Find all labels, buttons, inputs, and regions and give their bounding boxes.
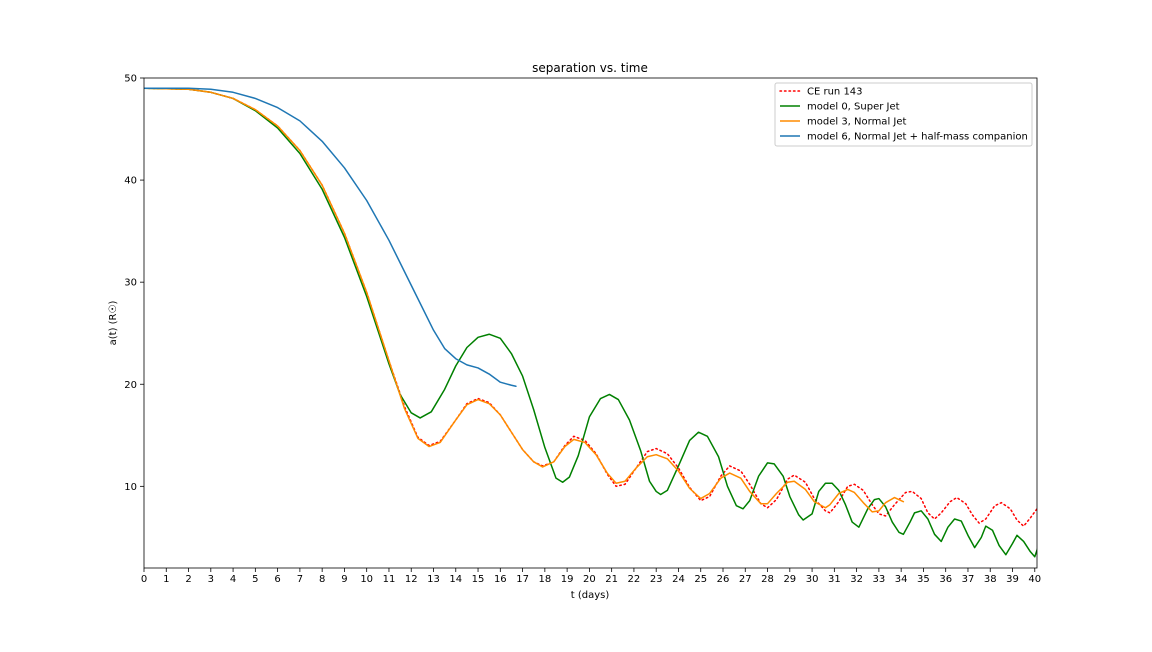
x-tick-label: 13 bbox=[427, 574, 440, 585]
chart-title: separation vs. time bbox=[532, 61, 648, 75]
x-tick-label: 4 bbox=[230, 574, 236, 585]
x-tick-label: 3 bbox=[208, 574, 214, 585]
x-tick-label: 19 bbox=[561, 574, 574, 585]
y-tick-label: 30 bbox=[124, 278, 137, 289]
x-tick-label: 1 bbox=[163, 574, 169, 585]
x-tick-label: 15 bbox=[472, 574, 485, 585]
y-tick-label: 40 bbox=[124, 176, 137, 187]
x-tick-label: 21 bbox=[605, 574, 618, 585]
y-tick-label: 10 bbox=[124, 482, 137, 493]
legend-label-2: model 3, Normal Jet bbox=[807, 117, 906, 128]
x-tick-label: 18 bbox=[538, 574, 551, 585]
x-tick-label: 26 bbox=[717, 574, 730, 585]
x-tick-label: 36 bbox=[939, 574, 952, 585]
x-tick-label: 23 bbox=[650, 574, 663, 585]
x-tick-label: 31 bbox=[828, 574, 841, 585]
y-axis-label: a(t) (R☉) bbox=[108, 301, 119, 346]
x-tick-label: 8 bbox=[319, 574, 325, 585]
x-axis: 0 1 2 3 4 5 6 7 8 9 10 11 12 13 14 15 16 17 18 19 20 21 22 23 24… bbox=[141, 568, 1041, 585]
x-tick-label: 2 bbox=[185, 574, 191, 585]
x-tick-label: 30 bbox=[806, 574, 819, 585]
x-tick-label: 11 bbox=[383, 574, 396, 585]
x-tick-label: 27 bbox=[739, 574, 752, 585]
x-tick-label: 7 bbox=[297, 574, 303, 585]
x-tick-label: 20 bbox=[583, 574, 596, 585]
x-tick-label: 22 bbox=[628, 574, 641, 585]
series-line-1 bbox=[144, 87, 1037, 558]
x-tick-label: 29 bbox=[783, 574, 796, 585]
x-tick-label: 33 bbox=[873, 574, 886, 585]
x-tick-label: 37 bbox=[962, 574, 975, 585]
x-tick-label: 5 bbox=[252, 574, 258, 585]
series-line-3 bbox=[144, 87, 517, 388]
x-tick-label: 6 bbox=[274, 574, 280, 585]
legend-label-1: model 0, Super Jet bbox=[807, 102, 900, 113]
x-tick-label: 10 bbox=[360, 574, 373, 585]
y-axis: 10 20 30 40 50 bbox=[124, 74, 144, 493]
series-line-2 bbox=[144, 87, 905, 513]
x-tick-label: 14 bbox=[449, 574, 462, 585]
plot-frame bbox=[143, 77, 1038, 569]
series-layer bbox=[144, 87, 1037, 558]
x-tick-label: 40 bbox=[1028, 574, 1041, 585]
x-tick-label: 39 bbox=[1006, 574, 1019, 585]
legend-label-0: CE run 143 bbox=[807, 87, 863, 98]
x-tick-label: 12 bbox=[405, 574, 418, 585]
legend: CE run 143 model 0, Super Jet model 3, Nor… bbox=[774, 82, 1033, 147]
x-tick-label: 24 bbox=[672, 574, 685, 585]
x-tick-label: 28 bbox=[761, 574, 774, 585]
y-tick-label: 50 bbox=[124, 74, 137, 85]
x-tick-label: 35 bbox=[917, 574, 930, 585]
legend-label-3: model 6, Normal Jet + half-mass companio… bbox=[807, 132, 1028, 143]
x-tick-label: 32 bbox=[850, 574, 863, 585]
x-tick-label: 9 bbox=[341, 574, 347, 585]
x-tick-label: 0 bbox=[141, 574, 147, 585]
x-tick-label: 17 bbox=[516, 574, 529, 585]
legend-box bbox=[774, 82, 1033, 147]
x-tick-label: 34 bbox=[895, 574, 908, 585]
x-tick-label: 16 bbox=[494, 574, 507, 585]
x-tick-label: 38 bbox=[984, 574, 997, 585]
x-axis-label: t (days) bbox=[571, 590, 610, 601]
y-tick-label: 20 bbox=[124, 380, 137, 391]
plot-area bbox=[143, 77, 1038, 569]
x-tick-label: 25 bbox=[694, 574, 707, 585]
